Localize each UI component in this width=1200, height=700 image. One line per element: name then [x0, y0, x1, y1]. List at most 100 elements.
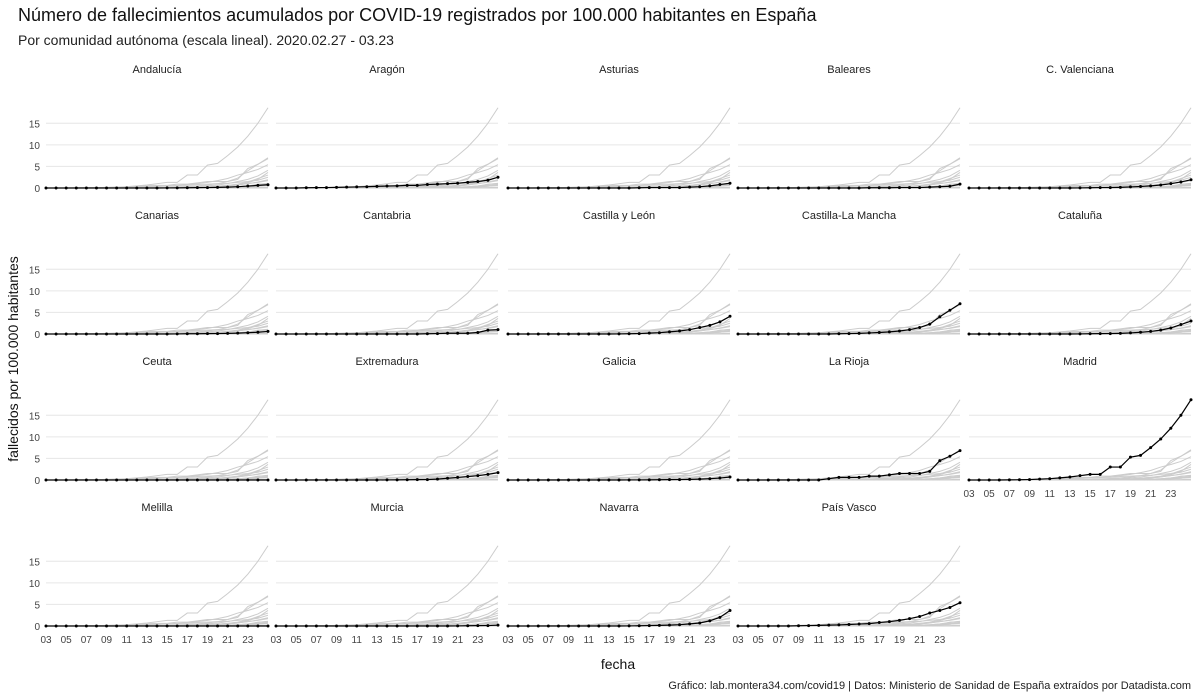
- x-tick-label: 09: [793, 635, 805, 646]
- facet-castilla-la-mancha: Castilla-La Mancha: [736, 210, 962, 336]
- data-point: [678, 329, 682, 333]
- data-point: [345, 478, 349, 482]
- data-point: [246, 624, 250, 628]
- x-tick-label: 07: [773, 635, 785, 646]
- data-point: [165, 478, 169, 482]
- x-tick-label: 07: [543, 635, 555, 646]
- data-point: [1179, 323, 1183, 327]
- data-point: [1038, 477, 1042, 481]
- data-point: [64, 624, 68, 628]
- data-point: [1108, 465, 1112, 469]
- facet-cantabria: Cantabria: [274, 210, 500, 336]
- data-point: [546, 624, 550, 628]
- data-point: [526, 624, 530, 628]
- data-point: [667, 623, 671, 627]
- data-point: [807, 186, 811, 190]
- facet-title: Baleares: [827, 64, 871, 76]
- data-point: [405, 332, 409, 336]
- x-tick-label: 09: [1024, 489, 1036, 500]
- y-tick-label: 5: [34, 600, 40, 611]
- data-point: [797, 478, 801, 482]
- data-point: [94, 624, 98, 628]
- x-tick-label: 11: [584, 635, 595, 646]
- data-point: [897, 186, 901, 190]
- data-point: [597, 478, 601, 482]
- x-tick-label: 11: [122, 635, 133, 646]
- data-point: [1108, 186, 1112, 190]
- data-point: [1098, 472, 1102, 476]
- data-point: [64, 186, 68, 190]
- facet-title: Cantabria: [363, 210, 412, 222]
- data-point: [867, 331, 871, 335]
- data-point: [997, 478, 1001, 482]
- data-point: [607, 624, 611, 628]
- data-point: [577, 332, 581, 336]
- data-point: [536, 624, 540, 628]
- data-point: [314, 478, 318, 482]
- data-point: [556, 332, 560, 336]
- data-point: [756, 186, 760, 190]
- data-point: [797, 332, 801, 336]
- x-tick-label: 23: [934, 635, 946, 646]
- data-point: [1098, 186, 1102, 190]
- y-tick-label: 10: [29, 287, 41, 298]
- data-point: [1078, 186, 1082, 190]
- data-point: [226, 331, 230, 335]
- data-point: [496, 175, 500, 179]
- x-tick-label: 13: [833, 635, 845, 646]
- data-point: [195, 624, 199, 628]
- y-tick-label: 15: [29, 265, 41, 276]
- data-point: [746, 624, 750, 628]
- data-point: [776, 624, 780, 628]
- data-point: [1088, 186, 1092, 190]
- facet-andalucia: Andalucía 0 5 10 15: [29, 64, 270, 195]
- data-point: [415, 332, 419, 336]
- data-point: [1189, 319, 1193, 323]
- x-tick-label: 15: [162, 635, 174, 646]
- facet-baleares: Baleares: [736, 64, 962, 190]
- data-point: [345, 332, 349, 336]
- data-point: [516, 478, 520, 482]
- data-point: [84, 624, 88, 628]
- x-tick-label: 05: [61, 635, 73, 646]
- data-point: [1038, 186, 1042, 190]
- data-point: [115, 624, 119, 628]
- x-tick-label: 23: [472, 635, 484, 646]
- data-point: [958, 601, 962, 605]
- data-point: [647, 624, 651, 628]
- chart-subtitle: Por comunidad autónoma (escala lineal). …: [18, 32, 394, 48]
- facet-title: Ceuta: [142, 356, 172, 368]
- data-point: [405, 478, 409, 482]
- facet-title: Murcia: [370, 502, 404, 514]
- data-point: [627, 332, 631, 336]
- data-point: [607, 332, 611, 336]
- data-point: [145, 186, 149, 190]
- x-tick-label: 03: [40, 635, 52, 646]
- data-point: [446, 624, 450, 628]
- data-point: [94, 186, 98, 190]
- data-point: [456, 181, 460, 185]
- facet-aragon: Aragón: [274, 64, 500, 190]
- data-point: [105, 624, 109, 628]
- data-point: [375, 624, 379, 628]
- data-point: [546, 332, 550, 336]
- data-point: [246, 478, 250, 482]
- data-point: [175, 478, 179, 482]
- data-point: [294, 624, 298, 628]
- x-tick-label: 03: [732, 635, 744, 646]
- data-point: [446, 182, 450, 186]
- y-tick-label: 0: [34, 330, 40, 341]
- x-tick-label: 21: [914, 635, 926, 646]
- data-point: [395, 332, 399, 336]
- data-point: [216, 624, 220, 628]
- data-point: [314, 332, 318, 336]
- data-point: [536, 478, 540, 482]
- data-point: [897, 329, 901, 333]
- data-point: [456, 331, 460, 335]
- data-point: [266, 478, 270, 482]
- data-point: [115, 478, 119, 482]
- data-point: [908, 617, 912, 621]
- data-point: [1078, 474, 1082, 478]
- data-point: [205, 332, 209, 336]
